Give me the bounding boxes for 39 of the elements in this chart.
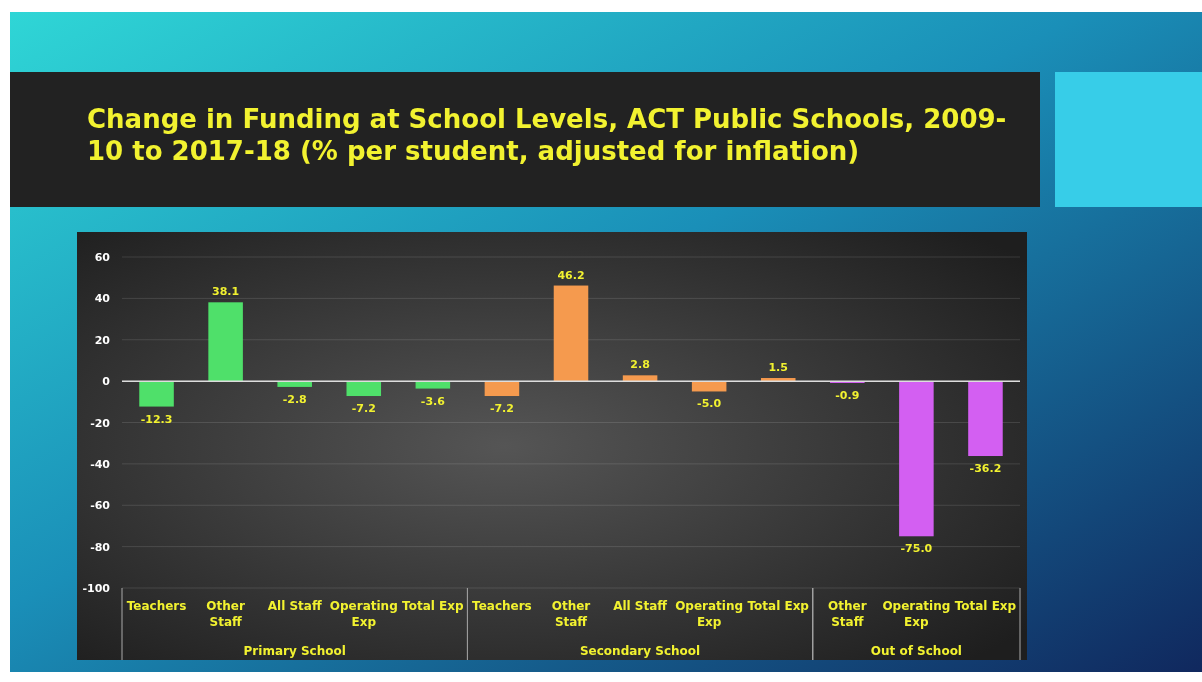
- text: Secondary School: [579, 644, 701, 658]
- x-tick-label: All Staff: [613, 599, 668, 613]
- data-label: -2.8: [282, 392, 307, 406]
- y-tick-label: 60: [94, 251, 111, 264]
- y-tick-label: 0: [102, 375, 111, 389]
- x-tick-label: Operating Exp: [329, 599, 398, 629]
- data-label: -12.3: [140, 412, 173, 426]
- data-label: 46.2: [557, 268, 585, 282]
- data-label: -7.2: [351, 402, 376, 416]
- x-tick-label: Other Staff: [206, 599, 245, 629]
- x-tick-label: Operating Exp: [882, 599, 951, 629]
- x-tick-label: Total Exp: [402, 599, 464, 613]
- data-label: 38.1: [212, 285, 240, 299]
- x-tick-label: Total Exp: [747, 599, 810, 613]
- x-tick-label: Teachers: [472, 599, 532, 613]
- y-tick-label: -80: [90, 540, 111, 554]
- data-label: -36.2: [969, 462, 1002, 476]
- data-label: -0.9: [835, 388, 860, 402]
- y-tick-label: 40: [94, 292, 111, 306]
- data-label: 2.8: [630, 358, 650, 372]
- data-label: -75.0: [900, 542, 933, 556]
- y-tick-label: 20: [94, 333, 111, 347]
- chart-title: Change in Funding at School Levels, ACT Public Schools, 2009-10 to 2017-18 (% per student, adjusted for inflation): [87, 104, 1007, 166]
- x-tick-label: Teachers: [126, 599, 187, 613]
- y-tick-label: -40: [90, 457, 111, 471]
- x-tick-label: Other Staff: [828, 599, 867, 629]
- data-label: -7.2: [489, 402, 514, 416]
- x-tick-label: All Staff: [267, 599, 322, 613]
- y-tick-label: -60: [90, 499, 111, 513]
- text: Out of School: [870, 644, 962, 658]
- x-tick-label: Other Staff: [551, 599, 591, 629]
- x-tick-label: Operating Exp: [675, 599, 744, 629]
- data-label: -5.0: [697, 397, 722, 411]
- x-tick-label: Total Exp: [954, 599, 1017, 613]
- y-tick-label: -20: [90, 416, 111, 430]
- data-label: 1.5: [768, 361, 788, 375]
- data-label: -3.6: [420, 394, 446, 408]
- text: Primary School: [243, 644, 346, 658]
- y-tick-label: -100: [82, 582, 111, 595]
